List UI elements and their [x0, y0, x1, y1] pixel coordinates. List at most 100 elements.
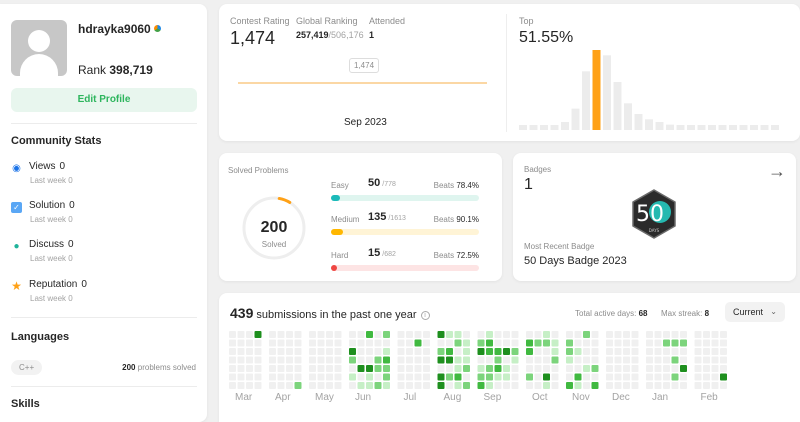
heatmap-cell[interactable]	[663, 339, 670, 347]
heatmap-cell[interactable]	[663, 356, 670, 364]
heatmap-cell[interactable]	[591, 356, 599, 364]
heatmap-cell[interactable]	[326, 373, 333, 381]
heatmap-cell[interactable]	[503, 331, 510, 338]
heatmap-cell[interactable]	[309, 348, 316, 355]
heatmap-cell[interactable]	[374, 356, 382, 364]
heatmap-cell[interactable]	[446, 356, 453, 364]
heatmap-cell[interactable]	[446, 348, 453, 355]
heatmap-cell[interactable]	[397, 365, 405, 372]
heatmap-cell[interactable]	[646, 339, 653, 347]
heatmap-cell[interactable]	[534, 365, 542, 372]
heatmap-cell[interactable]	[317, 382, 325, 389]
heatmap-cell[interactable]	[503, 356, 510, 364]
heatmap-cell[interactable]	[349, 331, 356, 338]
heatmap-cell[interactable]	[526, 356, 533, 364]
heatmap-cell[interactable]	[437, 356, 445, 364]
heatmap-cell[interactable]	[543, 356, 550, 364]
heatmap-cell[interactable]	[583, 339, 590, 347]
heatmap-cell[interactable]	[720, 331, 727, 338]
heatmap-cell[interactable]	[423, 356, 430, 364]
heatmap-cell[interactable]	[334, 373, 342, 381]
heatmap-cell[interactable]	[543, 331, 550, 338]
heatmap-cell[interactable]	[486, 365, 493, 372]
heatmap-cell[interactable]	[246, 382, 253, 389]
heatmap-cell[interactable]	[511, 356, 519, 364]
heatmap-cell[interactable]	[551, 339, 559, 347]
year-select[interactable]: Current ⌄	[725, 302, 785, 322]
heatmap-cell[interactable]	[623, 348, 630, 355]
heatmap-cell[interactable]	[437, 382, 445, 389]
heatmap-cell[interactable]	[694, 356, 702, 364]
heatmap-cell[interactable]	[526, 382, 533, 389]
heatmap-cell[interactable]	[286, 348, 293, 355]
heatmap-cell[interactable]	[703, 373, 710, 381]
heatmap-cell[interactable]	[349, 365, 356, 372]
heatmap-cell[interactable]	[543, 373, 550, 381]
heatmap-cell[interactable]	[477, 348, 485, 355]
heatmap-cell[interactable]	[277, 339, 285, 347]
heatmap-cell[interactable]	[366, 348, 373, 355]
heatmap-cell[interactable]	[406, 365, 413, 372]
heatmap-cell[interactable]	[680, 373, 687, 381]
heatmap-cell[interactable]	[477, 382, 485, 389]
heatmap-cell[interactable]	[711, 331, 719, 338]
heatmap-cell[interactable]	[574, 339, 582, 347]
heatmap-cell[interactable]	[486, 339, 493, 347]
heatmap-cell[interactable]	[269, 339, 276, 347]
heatmap-cell[interactable]	[551, 331, 559, 338]
heatmap-cell[interactable]	[574, 348, 582, 355]
heatmap-cell[interactable]	[614, 331, 622, 338]
language-tag[interactable]: C++	[11, 360, 43, 375]
heatmap-cell[interactable]	[680, 348, 687, 355]
heatmap-cell[interactable]	[543, 348, 550, 355]
heatmap-cell[interactable]	[309, 356, 316, 364]
heatmap-cell[interactable]	[574, 382, 582, 389]
heatmap-cell[interactable]	[357, 356, 365, 364]
heatmap-cell[interactable]	[229, 339, 236, 347]
heatmap-cell[interactable]	[294, 382, 302, 389]
heatmap-cell[interactable]	[286, 365, 293, 372]
heatmap-cell[interactable]	[414, 339, 422, 347]
heatmap-cell[interactable]	[711, 365, 719, 372]
heatmap-cell[interactable]	[286, 382, 293, 389]
heatmap-cell[interactable]	[326, 331, 333, 338]
heatmap-cell[interactable]	[503, 339, 510, 347]
heatmap-cell[interactable]	[694, 373, 702, 381]
heatmap-cell[interactable]	[583, 331, 590, 338]
heatmap-cell[interactable]	[269, 331, 276, 338]
heatmap-cell[interactable]	[614, 339, 622, 347]
heatmap-cell[interactable]	[511, 331, 519, 338]
heatmap-cell[interactable]	[406, 339, 413, 347]
heatmap-cell[interactable]	[511, 339, 519, 347]
heatmap-cell[interactable]	[334, 356, 342, 364]
rating-distribution-chart[interactable]	[519, 44, 789, 130]
heatmap-cell[interactable]	[269, 373, 276, 381]
heatmap-cell[interactable]	[703, 356, 710, 364]
heatmap-cell[interactable]	[237, 382, 245, 389]
heatmap-cell[interactable]	[494, 373, 502, 381]
heatmap-cell[interactable]	[680, 365, 687, 372]
heatmap-cell[interactable]	[534, 356, 542, 364]
heatmap-cell[interactable]	[454, 382, 462, 389]
heatmap-cell[interactable]	[694, 348, 702, 355]
heatmap-cell[interactable]	[326, 365, 333, 372]
heatmap-cell[interactable]	[437, 331, 445, 338]
heatmap-cell[interactable]	[309, 365, 316, 372]
heatmap-cell[interactable]	[720, 348, 727, 355]
heatmap-cell[interactable]	[583, 348, 590, 355]
heatmap-cell[interactable]	[574, 365, 582, 372]
heatmap-cell[interactable]	[646, 365, 653, 372]
heatmap-cell[interactable]	[406, 331, 413, 338]
heatmap-cell[interactable]	[269, 365, 276, 372]
heatmap-cell[interactable]	[720, 339, 727, 347]
heatmap-cell[interactable]	[269, 348, 276, 355]
heatmap-cell[interactable]	[711, 348, 719, 355]
heatmap-cell[interactable]	[437, 373, 445, 381]
heatmap-cell[interactable]	[606, 373, 613, 381]
heatmap-cell[interactable]	[694, 365, 702, 372]
heatmap-cell[interactable]	[286, 356, 293, 364]
heatmap-cell[interactable]	[631, 373, 639, 381]
heatmap-cell[interactable]	[623, 339, 630, 347]
heatmap-cell[interactable]	[671, 348, 679, 355]
heatmap-cell[interactable]	[397, 348, 405, 355]
